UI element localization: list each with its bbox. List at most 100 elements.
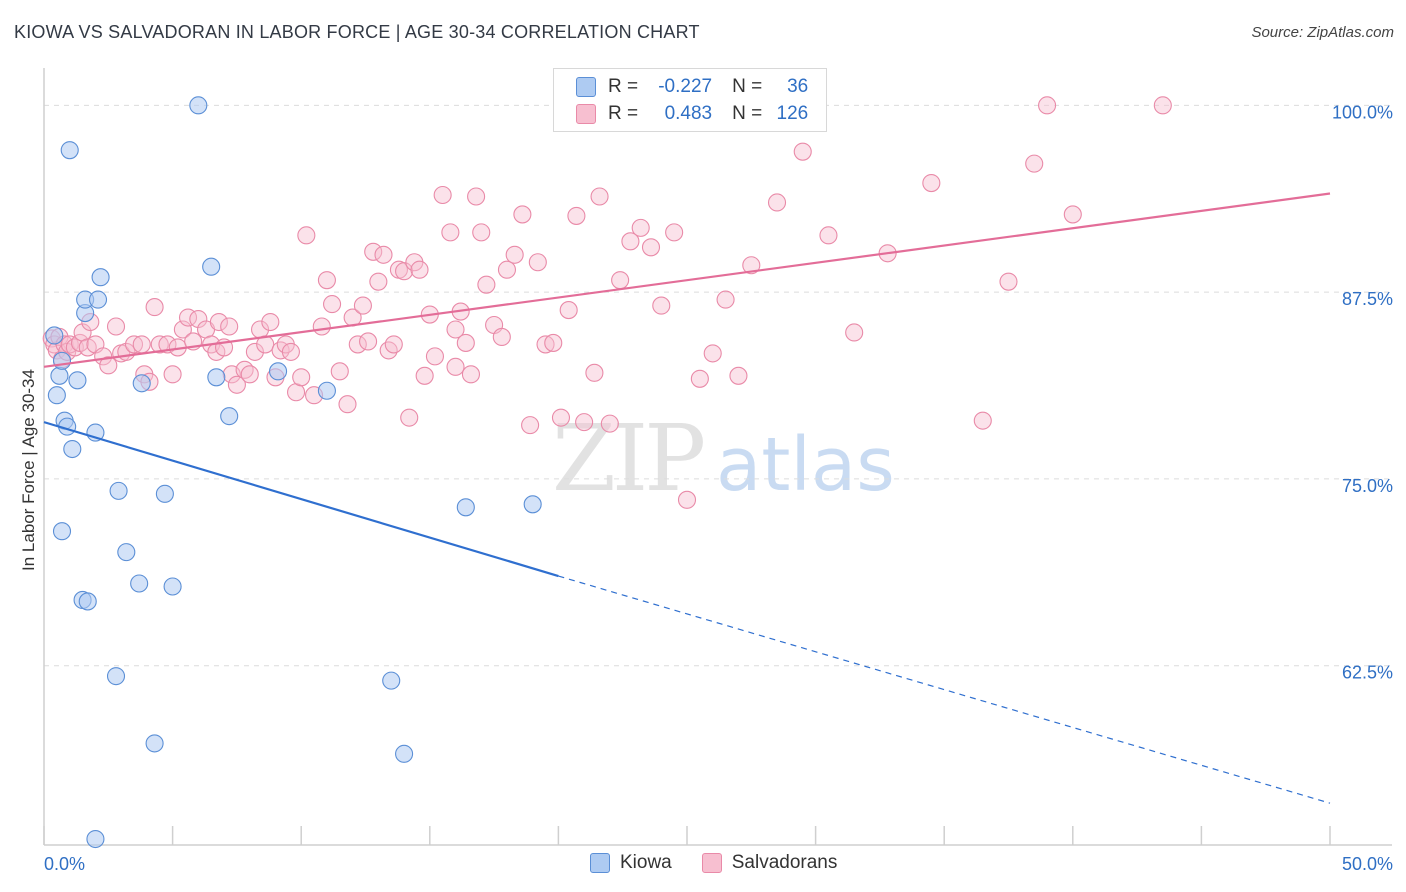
kiowa-point <box>106 667 126 686</box>
kiowa-legend-label: Kiowa <box>620 852 672 873</box>
salvadoran-point <box>281 342 300 361</box>
kiowa-point <box>130 574 149 593</box>
legend-item-kiowa[interactable]: Kiowa <box>590 852 672 874</box>
salvadoran-trend-line <box>43 192 1331 368</box>
salvadoran-point <box>348 335 367 354</box>
salvadoran-point <box>364 242 383 261</box>
kiowa-point <box>145 734 164 753</box>
kiowa-point <box>317 381 336 400</box>
salvadoran-point <box>631 218 650 237</box>
kiowa-point <box>117 543 136 562</box>
salvadoran-r-value: 0.483 <box>664 103 713 124</box>
salvadoran-point <box>189 309 208 329</box>
salvadoran-point <box>472 223 491 242</box>
kiowa-point <box>52 522 72 541</box>
salvadoran-point <box>528 253 547 272</box>
salvadoran-point <box>145 298 164 317</box>
salvadoran-point <box>585 363 604 382</box>
salvadoran-point <box>641 238 661 257</box>
chart-title: KIOWA VS SALVADORAN IN LABOR FORCE | AGE… <box>14 22 700 42</box>
salvadoran-n-label: N = <box>732 103 763 124</box>
salvadoran-point <box>590 187 609 206</box>
kiowa-trend-line <box>43 421 559 578</box>
salvadoran-point <box>575 413 594 432</box>
kiowa-n-label: N = <box>732 76 763 97</box>
kiowa-point <box>52 351 72 370</box>
salvadoran-point <box>312 317 331 336</box>
kiowa-point <box>47 386 66 405</box>
salvadoran-point <box>415 366 434 385</box>
salvadoran-point <box>425 347 444 366</box>
source-credit: Source: ZipAtlas.com <box>1251 24 1394 41</box>
salvadoran-n-value: 126 <box>776 103 809 124</box>
salvadoran-point <box>323 295 342 314</box>
kiowa-point <box>382 671 401 690</box>
salvadoran-point <box>456 333 475 352</box>
salvadoran-point <box>477 275 496 294</box>
salvadoran-point <box>227 375 246 394</box>
salvadoran-point <box>513 205 532 224</box>
salvadoran-point <box>353 296 372 315</box>
salvadoran-point <box>220 317 239 336</box>
salvadoran-point <box>330 362 349 381</box>
salvadoran-point <box>690 369 709 388</box>
salvadoran-point <box>819 226 838 245</box>
trend-lines <box>43 192 1331 804</box>
salvadoran-point <box>729 366 748 385</box>
salvadoran-point <box>559 301 578 320</box>
kiowa-point <box>109 481 128 500</box>
salvadoran-point <box>410 260 429 279</box>
y-tick-label: 100.0% <box>1332 102 1393 122</box>
kiowa-n-value: 36 <box>787 76 809 97</box>
salvadoran-point <box>173 320 192 339</box>
salvadoran-point <box>793 142 812 161</box>
y-tick-label: 62.5% <box>1342 663 1393 683</box>
salvadoran-point <box>245 342 264 361</box>
salvadoran-point <box>400 408 419 427</box>
salvadoran-point <box>1025 154 1044 173</box>
kiowa-point <box>523 495 542 514</box>
salvadoran-point <box>94 347 113 366</box>
salvadoran-point <box>467 187 486 206</box>
salvadoran-point <box>1153 96 1172 115</box>
salvadoran-point <box>433 185 452 205</box>
kiowa-point <box>68 371 87 390</box>
salvadoran-legend-label: Salvadorans <box>731 852 838 873</box>
legend-item-salvadoran[interactable]: Salvadorans <box>701 852 838 874</box>
kiowa-points <box>45 96 542 849</box>
salvadoran-point <box>441 223 460 242</box>
x-tick-label-min: 0.0% <box>44 854 85 874</box>
salvadoran-point <box>973 411 992 430</box>
salvadoran-point <box>652 296 671 315</box>
kiowa-point <box>63 439 82 459</box>
kiowa-point <box>189 96 208 115</box>
gridlines <box>44 104 1392 667</box>
salvadoran-point <box>209 312 228 332</box>
salvadoran-point <box>544 333 563 352</box>
salvadoran-point <box>1038 96 1057 115</box>
kiowa-point <box>395 744 414 763</box>
axes <box>43 68 1392 846</box>
salvadoran-point <box>106 317 126 336</box>
correlation-legend: R = -0.227 N = 36 R = 0.483 N = 126 <box>553 68 827 132</box>
salvadoran-point <box>521 416 540 435</box>
salvadoran-point <box>297 226 316 245</box>
salvadoran-point <box>703 344 722 363</box>
salvadoran-point <box>369 272 388 291</box>
salvadoran-point <box>359 332 378 351</box>
kiowa-point <box>163 577 182 596</box>
salvadoran-point <box>240 365 259 384</box>
kiowa-point <box>220 407 239 426</box>
kiowa-point <box>78 592 97 611</box>
salvadoran-point <box>551 408 571 427</box>
salvadoran-point <box>999 272 1018 291</box>
watermark-atlas: atlas <box>716 422 895 508</box>
salvadoran-point <box>292 368 311 387</box>
salvadoran-point <box>621 232 640 251</box>
salvadoran-point <box>497 260 517 279</box>
salvadoran-point <box>600 414 619 433</box>
salvadoran-point <box>446 320 465 339</box>
salvadoran-point <box>677 490 697 509</box>
y-tick-label: 87.5% <box>1342 289 1393 309</box>
